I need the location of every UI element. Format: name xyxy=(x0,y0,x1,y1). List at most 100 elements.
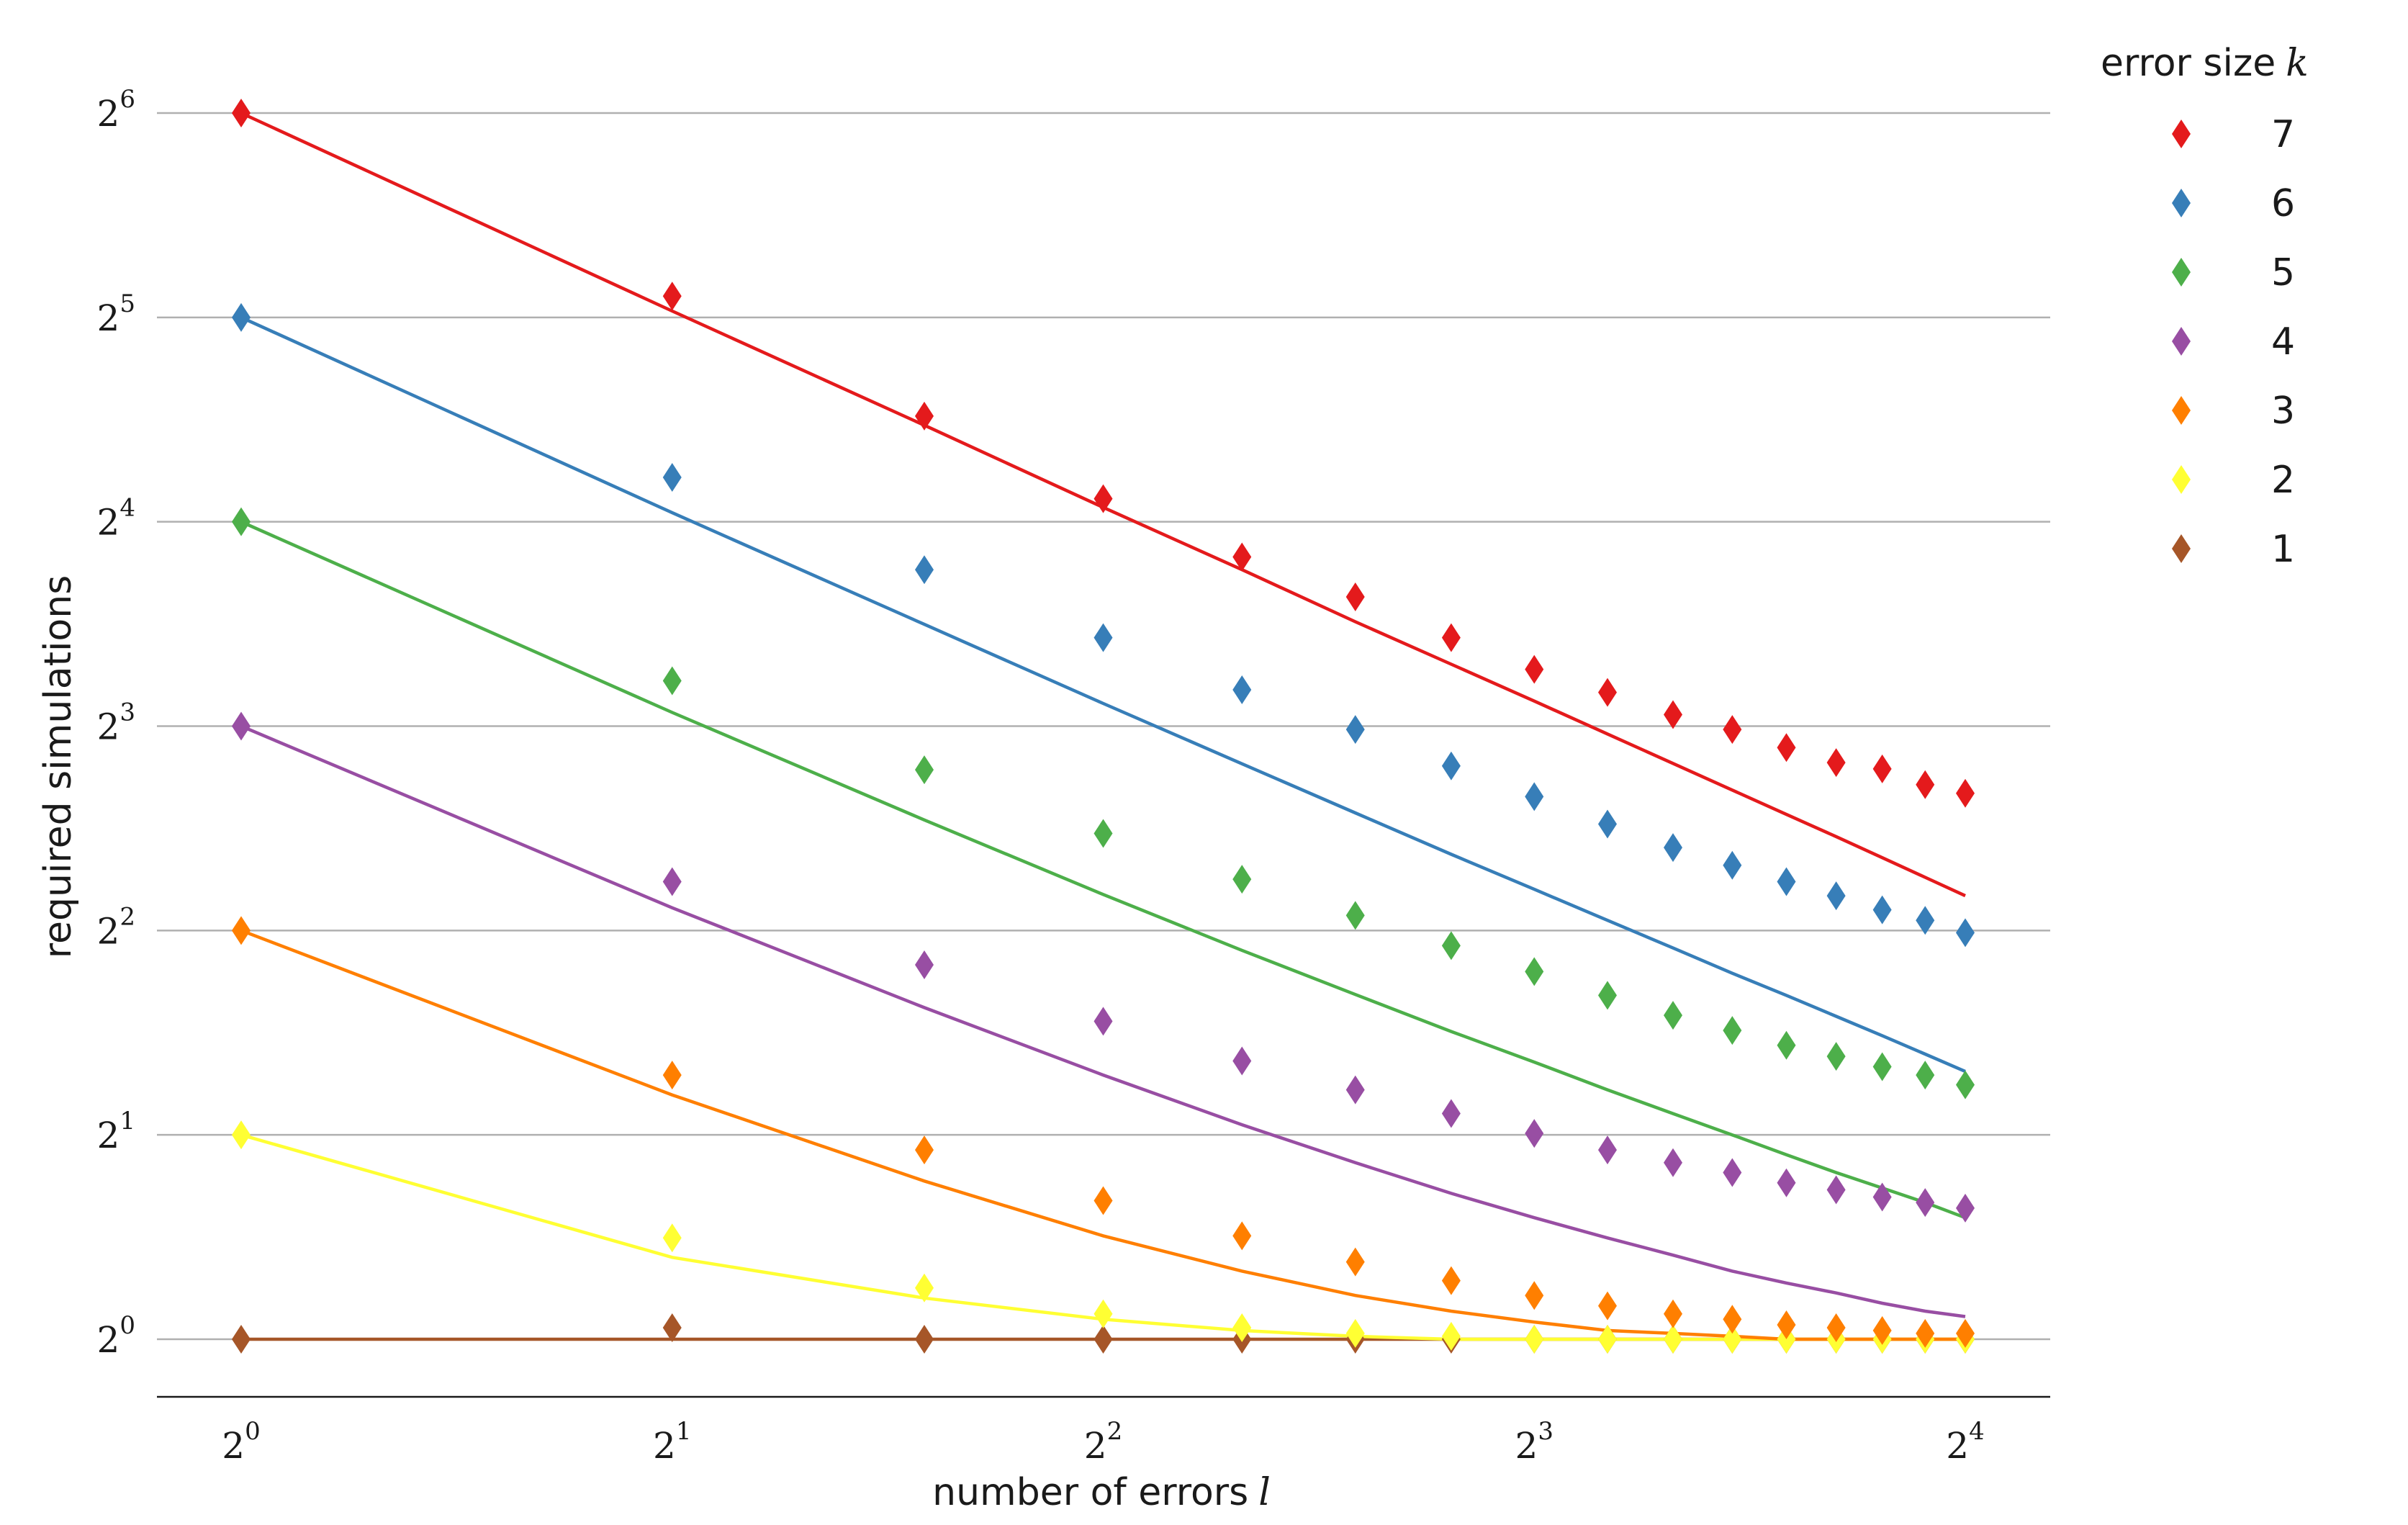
x-tick-label: 20 xyxy=(222,1417,260,1467)
x-tick-label: 24 xyxy=(1946,1417,1984,1467)
data-point-k6 xyxy=(1597,809,1617,839)
data-point-k4 xyxy=(914,950,934,980)
data-point-k7 xyxy=(1441,623,1461,652)
data-point-k5 xyxy=(1872,1052,1892,1081)
data-point-k7 xyxy=(1777,733,1796,762)
data-point-k2 xyxy=(1093,1299,1113,1328)
data-point-k4 xyxy=(1916,1188,1935,1218)
data-point-k3 xyxy=(1525,1281,1544,1310)
data-point-k6 xyxy=(1777,867,1796,896)
data-point-k3 xyxy=(1664,1299,1683,1328)
y-tick-label: 20 xyxy=(97,1311,135,1361)
data-point-k4 xyxy=(1525,1119,1544,1148)
data-point-k6 xyxy=(1723,850,1742,880)
data-point-k5 xyxy=(914,755,934,785)
data-point-k2 xyxy=(1723,1325,1742,1354)
data-point-k3 xyxy=(1916,1318,1935,1348)
legend-marker-k4 xyxy=(2172,327,2191,356)
data-point-k7 xyxy=(232,99,251,127)
legend-title: error size k xyxy=(2101,42,2309,85)
data-point-k3 xyxy=(1956,1318,1975,1348)
legend-marker-k2 xyxy=(2172,465,2191,494)
data-point-k5 xyxy=(1597,981,1617,1010)
data-point-k6 xyxy=(662,463,682,492)
data-point-k6 xyxy=(1664,833,1683,863)
data-point-k2 xyxy=(1345,1318,1365,1348)
y-tick-label: 24 xyxy=(97,494,135,544)
data-point-k7 xyxy=(1093,484,1113,513)
data-point-k2 xyxy=(914,1273,934,1303)
data-point-k4 xyxy=(662,867,682,896)
legend-label: 4 xyxy=(2271,320,2295,364)
legend-label: 5 xyxy=(2271,251,2295,294)
y-tick-labels: 20 21 22 23 24 25 26 xyxy=(97,85,135,1361)
data-point-k1 xyxy=(232,1325,251,1354)
legend-marker-k6 xyxy=(2172,189,2191,217)
data-point-k1 xyxy=(1093,1325,1113,1354)
data-point-k2 xyxy=(1664,1325,1683,1354)
data-point-k3 xyxy=(662,1061,682,1090)
data-point-k7 xyxy=(1345,582,1365,612)
data-point-k3 xyxy=(1723,1305,1742,1334)
data-point-k7 xyxy=(1664,700,1683,729)
fit-line-k4 xyxy=(240,724,1966,1318)
data-point-k3 xyxy=(1777,1310,1796,1340)
data-point-k3 xyxy=(1232,1221,1252,1251)
legend-label: 6 xyxy=(2271,182,2295,225)
data-point-k6 xyxy=(1093,623,1113,652)
legend-marker-k3 xyxy=(2172,396,2191,425)
data-point-k3 xyxy=(1597,1291,1617,1321)
y-tick-label: 26 xyxy=(97,85,135,135)
y-tick-label: 25 xyxy=(97,289,135,339)
data-point-k4 xyxy=(1093,1007,1113,1036)
data-point-k4 xyxy=(1872,1182,1892,1212)
data-point-k5 xyxy=(1826,1042,1846,1071)
data-point-k4 xyxy=(1664,1148,1683,1177)
fit-lines xyxy=(240,111,1966,1341)
data-point-k6 xyxy=(1956,918,1975,948)
data-point-k3 xyxy=(1826,1313,1846,1342)
data-point-k4 xyxy=(1345,1075,1365,1105)
legend: error size k 7 6 5 4 3 2 1 xyxy=(2101,42,2309,571)
data-point-k2 xyxy=(662,1223,682,1253)
data-point-k2 xyxy=(1232,1313,1252,1342)
data-point-k4 xyxy=(1956,1193,1975,1223)
data-point-k6 xyxy=(1232,675,1252,705)
data-point-k5 xyxy=(1232,865,1252,894)
data-point-k7 xyxy=(1956,778,1975,808)
fit-line-k6 xyxy=(240,315,1966,1074)
x-tick-label: 23 xyxy=(1515,1417,1554,1467)
legend-marker-k5 xyxy=(2172,258,2191,287)
data-point-k6 xyxy=(232,302,251,332)
data-point-k1 xyxy=(662,1313,682,1342)
data-point-k7 xyxy=(1826,748,1846,778)
data-point-k6 xyxy=(1345,715,1365,744)
fit-line-k7 xyxy=(240,111,1966,898)
legend-marker-k1 xyxy=(2172,534,2191,563)
data-point-k5 xyxy=(232,507,251,536)
data-points xyxy=(232,99,1975,1354)
data-point-k4 xyxy=(1777,1168,1796,1197)
data-point-k3 xyxy=(914,1135,934,1165)
data-point-k5 xyxy=(1664,1001,1683,1030)
data-point-k4 xyxy=(1232,1046,1252,1076)
y-tick-label: 22 xyxy=(97,902,135,952)
data-point-k7 xyxy=(662,282,682,311)
data-point-k5 xyxy=(1777,1030,1796,1060)
data-point-k3 xyxy=(1093,1186,1113,1215)
data-point-k3 xyxy=(1872,1315,1892,1345)
data-point-k4 xyxy=(232,711,251,741)
data-point-k6 xyxy=(1826,881,1846,911)
data-point-k6 xyxy=(1525,782,1544,811)
legend-label: 3 xyxy=(2271,390,2295,433)
y-tick-label: 23 xyxy=(97,698,135,748)
data-point-k6 xyxy=(1441,751,1461,781)
data-point-k6 xyxy=(1916,906,1935,935)
data-point-k2 xyxy=(1441,1321,1461,1351)
data-point-k4 xyxy=(1826,1175,1846,1205)
data-point-k4 xyxy=(1723,1158,1742,1187)
data-point-k3 xyxy=(232,916,251,945)
legend-items: 7 6 5 4 3 2 1 xyxy=(2172,113,2295,571)
x-tick-label: 22 xyxy=(1084,1417,1122,1467)
